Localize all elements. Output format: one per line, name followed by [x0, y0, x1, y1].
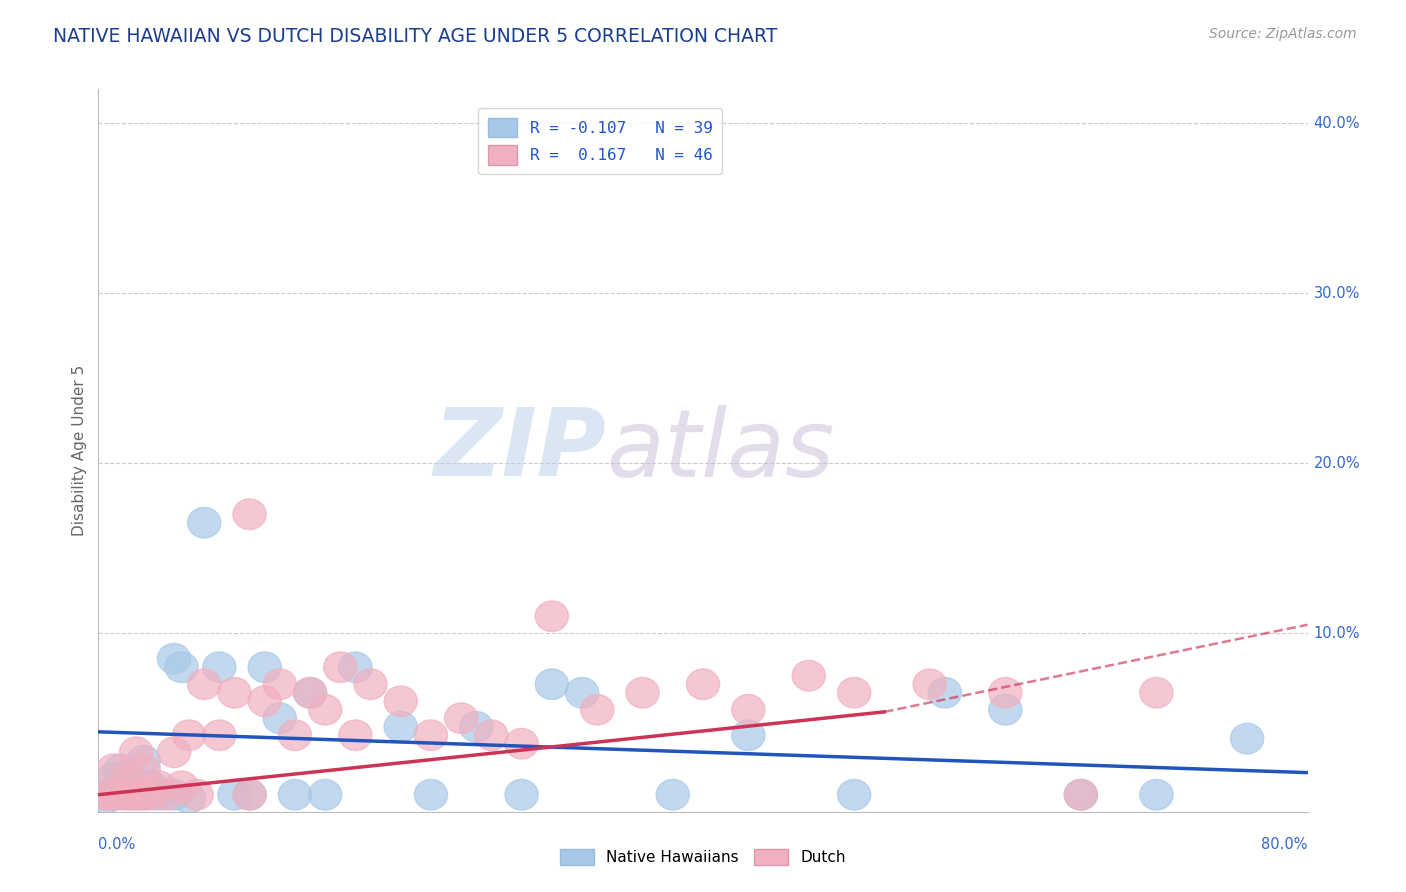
Text: atlas: atlas	[606, 405, 835, 496]
Ellipse shape	[294, 677, 326, 708]
Ellipse shape	[247, 652, 281, 682]
Ellipse shape	[565, 677, 599, 708]
Ellipse shape	[135, 771, 167, 802]
Ellipse shape	[626, 677, 659, 708]
Text: ZIP: ZIP	[433, 404, 606, 497]
Ellipse shape	[339, 652, 373, 682]
Ellipse shape	[104, 780, 138, 810]
Ellipse shape	[127, 754, 160, 785]
Ellipse shape	[142, 771, 176, 802]
Ellipse shape	[505, 780, 538, 810]
Ellipse shape	[104, 754, 138, 785]
Ellipse shape	[180, 780, 214, 810]
Ellipse shape	[444, 703, 478, 733]
Ellipse shape	[686, 669, 720, 699]
Ellipse shape	[157, 780, 191, 810]
Ellipse shape	[127, 780, 160, 810]
Y-axis label: Disability Age Under 5: Disability Age Under 5	[72, 365, 87, 536]
Ellipse shape	[415, 780, 447, 810]
Ellipse shape	[384, 712, 418, 742]
Ellipse shape	[988, 677, 1022, 708]
Ellipse shape	[120, 780, 153, 810]
Ellipse shape	[354, 669, 387, 699]
Ellipse shape	[165, 652, 198, 682]
Ellipse shape	[112, 780, 145, 810]
Ellipse shape	[157, 643, 191, 674]
Ellipse shape	[218, 780, 252, 810]
Text: NATIVE HAWAIIAN VS DUTCH DISABILITY AGE UNDER 5 CORRELATION CHART: NATIVE HAWAIIAN VS DUTCH DISABILITY AGE …	[53, 27, 778, 45]
Ellipse shape	[731, 694, 765, 725]
Ellipse shape	[165, 771, 198, 802]
Ellipse shape	[120, 780, 153, 810]
Ellipse shape	[263, 669, 297, 699]
Ellipse shape	[1064, 780, 1098, 810]
Ellipse shape	[97, 780, 131, 810]
Ellipse shape	[294, 677, 326, 708]
Ellipse shape	[233, 780, 266, 810]
Ellipse shape	[581, 694, 614, 725]
Ellipse shape	[142, 780, 176, 810]
Text: Source: ZipAtlas.com: Source: ZipAtlas.com	[1209, 27, 1357, 41]
Ellipse shape	[308, 780, 342, 810]
Ellipse shape	[323, 652, 357, 682]
Ellipse shape	[838, 677, 870, 708]
Ellipse shape	[415, 720, 447, 750]
Ellipse shape	[536, 601, 568, 632]
Ellipse shape	[173, 783, 205, 814]
Ellipse shape	[792, 660, 825, 691]
Ellipse shape	[202, 652, 236, 682]
Text: 40.0%: 40.0%	[1313, 116, 1360, 131]
Ellipse shape	[90, 780, 122, 810]
Ellipse shape	[278, 780, 312, 810]
Ellipse shape	[536, 669, 568, 699]
Ellipse shape	[157, 737, 191, 767]
Ellipse shape	[173, 720, 205, 750]
Text: 20.0%: 20.0%	[1313, 456, 1360, 471]
Ellipse shape	[120, 737, 153, 767]
Ellipse shape	[278, 720, 312, 750]
Text: 30.0%: 30.0%	[1313, 285, 1360, 301]
Text: 80.0%: 80.0%	[1261, 837, 1308, 852]
Ellipse shape	[135, 780, 167, 810]
Ellipse shape	[247, 686, 281, 716]
Ellipse shape	[657, 780, 689, 810]
Ellipse shape	[988, 694, 1022, 725]
Ellipse shape	[112, 763, 145, 793]
Ellipse shape	[112, 780, 145, 810]
Ellipse shape	[150, 780, 183, 810]
Legend: Native Hawaiians, Dutch: Native Hawaiians, Dutch	[554, 843, 852, 871]
Ellipse shape	[202, 720, 236, 750]
Ellipse shape	[263, 703, 297, 733]
Ellipse shape	[187, 508, 221, 538]
Text: 10.0%: 10.0%	[1313, 625, 1360, 640]
Ellipse shape	[912, 669, 946, 699]
Ellipse shape	[731, 720, 765, 750]
Ellipse shape	[187, 669, 221, 699]
Ellipse shape	[233, 499, 266, 530]
Ellipse shape	[475, 720, 508, 750]
Ellipse shape	[928, 677, 962, 708]
Ellipse shape	[97, 754, 131, 785]
Ellipse shape	[1064, 780, 1098, 810]
Legend: R = -0.107   N = 39, R =  0.167   N = 46: R = -0.107 N = 39, R = 0.167 N = 46	[478, 108, 723, 174]
Ellipse shape	[1140, 780, 1173, 810]
Ellipse shape	[127, 746, 160, 776]
Ellipse shape	[505, 729, 538, 759]
Ellipse shape	[384, 686, 418, 716]
Ellipse shape	[460, 712, 494, 742]
Ellipse shape	[97, 763, 131, 793]
Ellipse shape	[90, 783, 122, 814]
Ellipse shape	[308, 694, 342, 725]
Ellipse shape	[127, 780, 160, 810]
Ellipse shape	[1140, 677, 1173, 708]
Ellipse shape	[97, 780, 131, 810]
Ellipse shape	[218, 677, 252, 708]
Ellipse shape	[112, 771, 145, 802]
Ellipse shape	[1230, 723, 1264, 754]
Ellipse shape	[838, 780, 870, 810]
Text: 0.0%: 0.0%	[98, 837, 135, 852]
Ellipse shape	[339, 720, 373, 750]
Ellipse shape	[233, 780, 266, 810]
